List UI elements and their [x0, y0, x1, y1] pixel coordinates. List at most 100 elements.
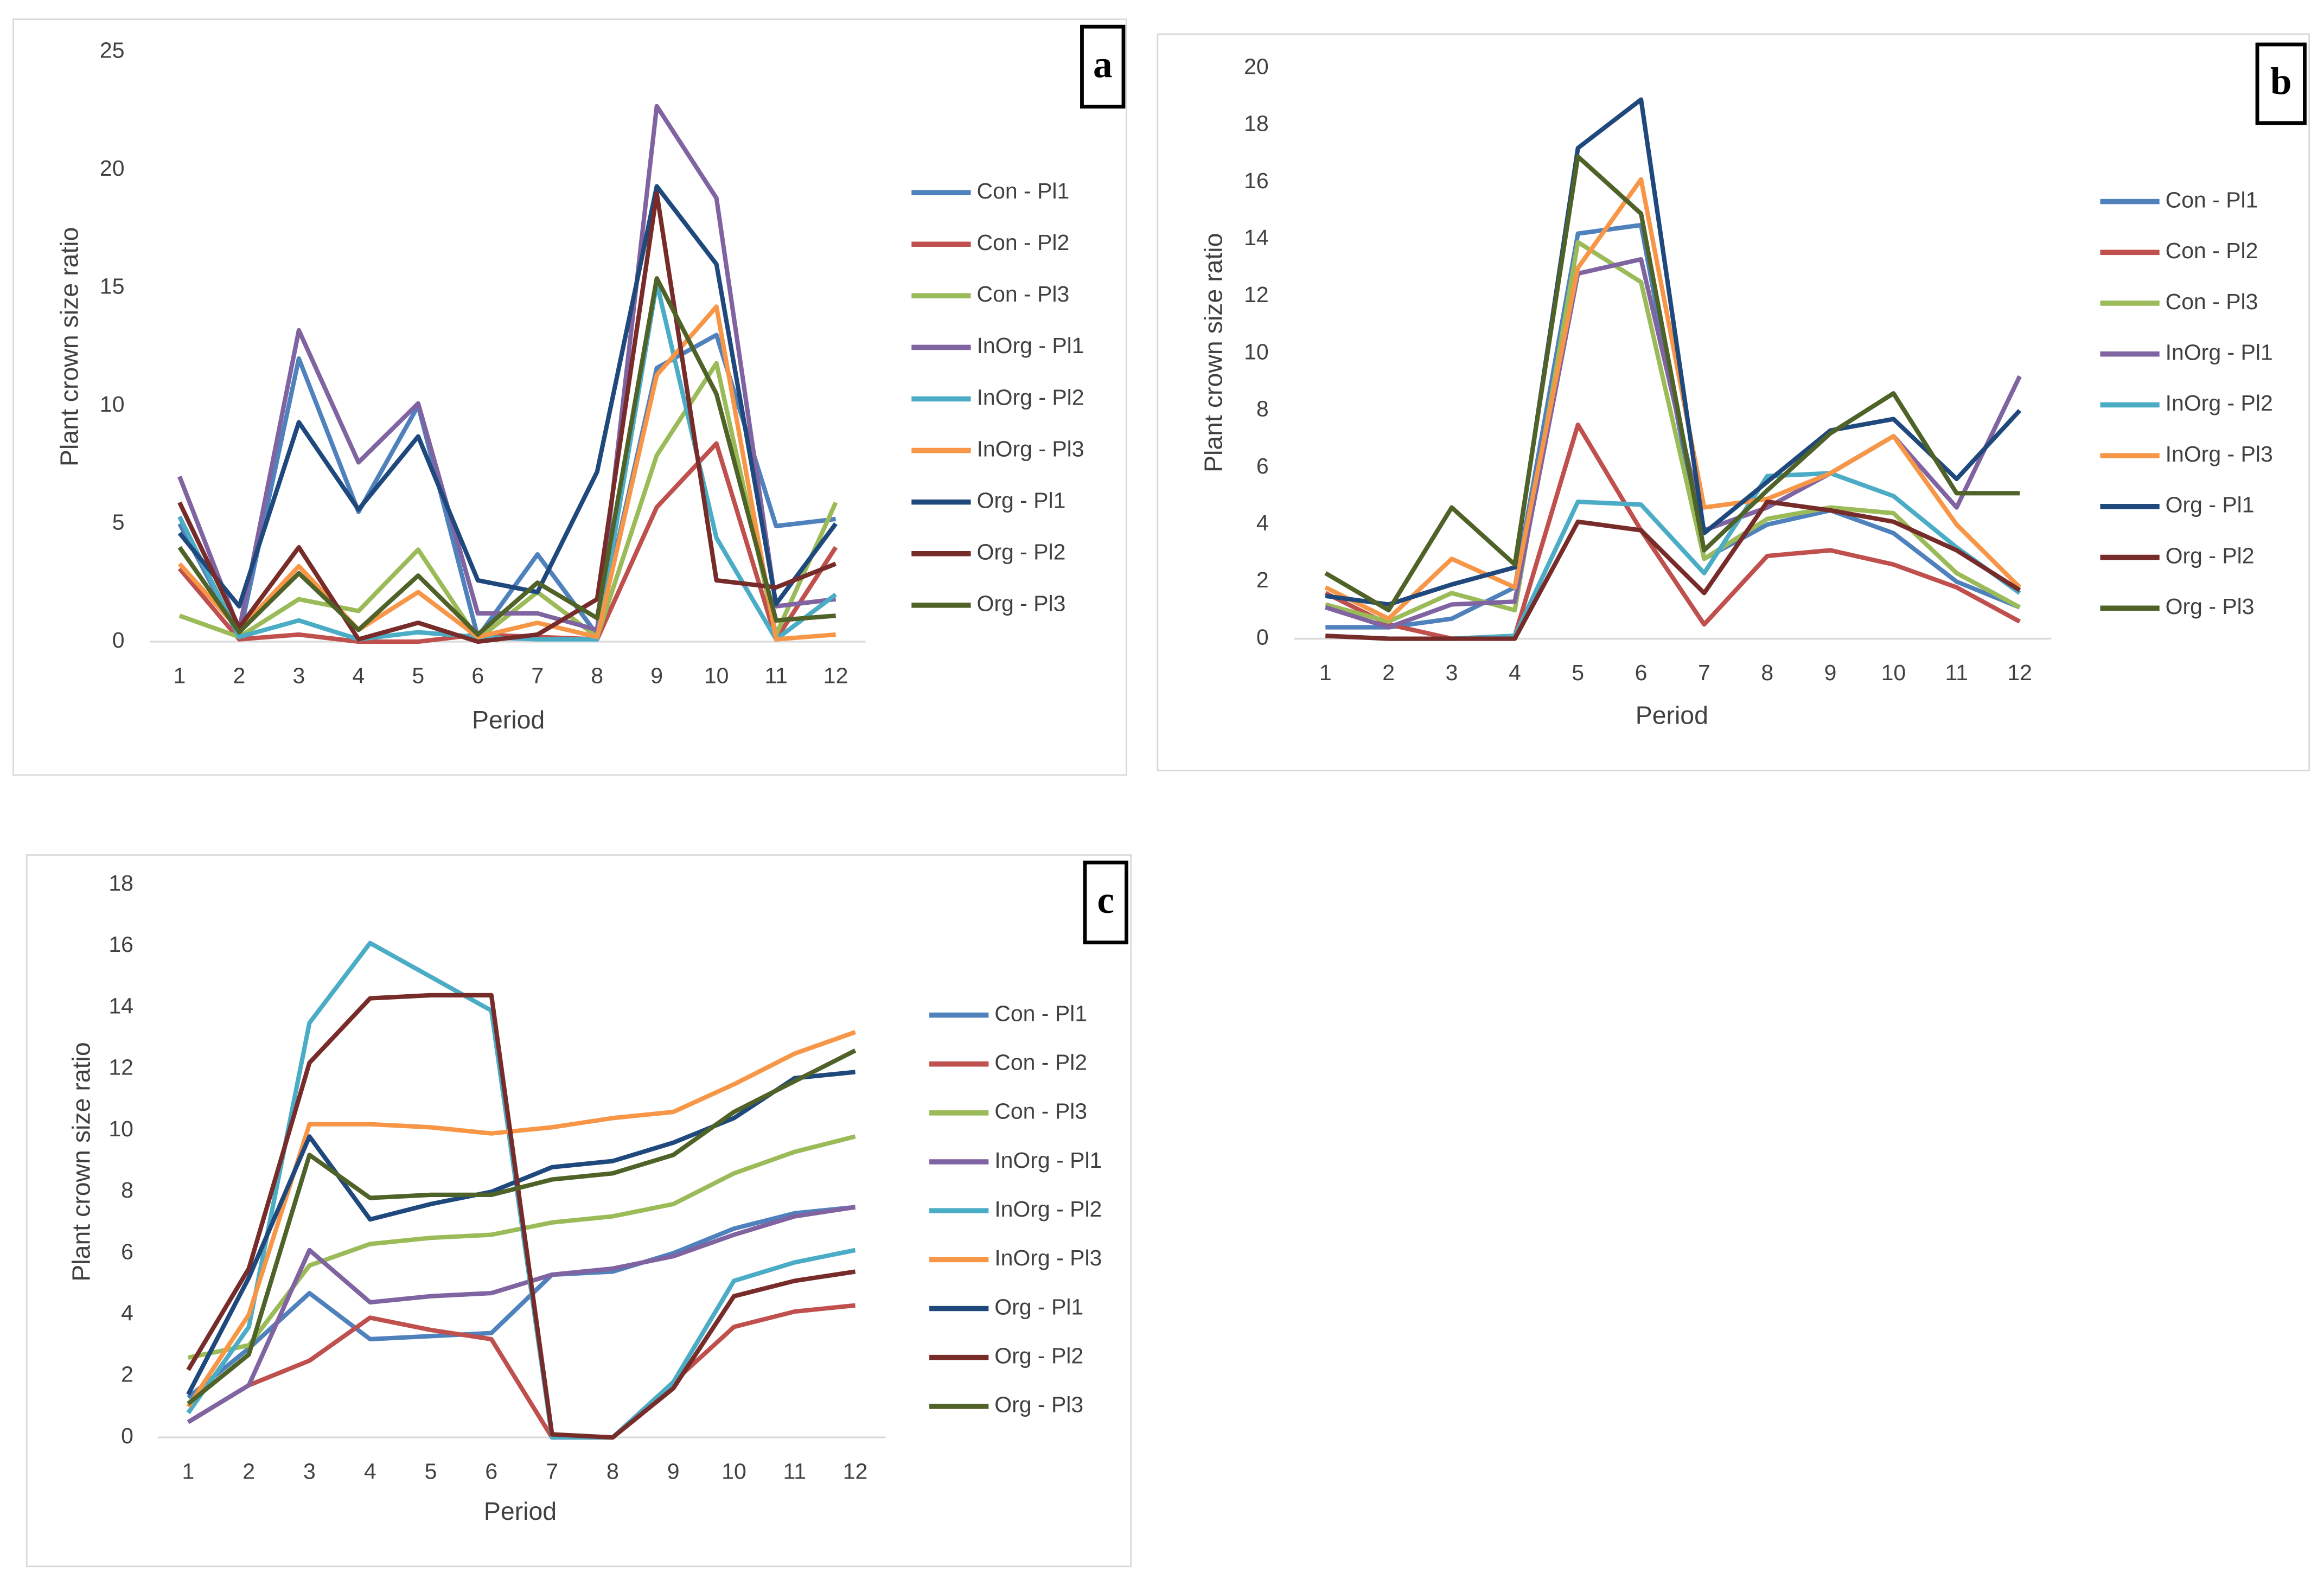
x-tick-label: 5: [1572, 660, 1584, 685]
legend-label: Con - Pl1: [2166, 187, 2258, 212]
y-tick-label: 8: [1256, 396, 1269, 421]
panel-label-box: [2255, 42, 2307, 125]
data-line: [187, 1048, 857, 1406]
x-axis-title: Period: [1636, 701, 1708, 730]
panel-label: a: [1093, 43, 1113, 86]
legend-label: Con - Pl3: [994, 1099, 1087, 1124]
x-tick-label: 9: [1824, 660, 1837, 685]
data-line: [177, 276, 836, 637]
panel-label: b: [2270, 60, 2291, 103]
x-tick-label: 9: [650, 663, 663, 688]
data-line: [177, 441, 838, 644]
x-tick-label: 12: [2007, 660, 2032, 685]
legend-label: Org - Pl1: [2166, 492, 2255, 517]
panel-label-box: [1083, 860, 1128, 945]
y-tick-label: 0: [1256, 624, 1269, 649]
legend-label: InOrg - Pl3: [976, 436, 1084, 461]
y-tick-label: 25: [100, 37, 125, 62]
data-line: [186, 993, 856, 1440]
y-tick-label: 14: [108, 993, 133, 1018]
x-tick-label: 8: [591, 663, 603, 688]
y-tick-label: 6: [121, 1239, 133, 1264]
x-tick-label: 10: [722, 1459, 746, 1484]
x-tick-label: 11: [764, 663, 788, 688]
x-tick-label: 3: [303, 1459, 316, 1484]
y-tick-label: 0: [112, 628, 125, 653]
data-line: [177, 184, 838, 609]
x-tick-label: 9: [667, 1459, 680, 1484]
data-line: [1325, 500, 2021, 641]
x-tick-label: 1: [174, 663, 186, 688]
legend-label: Org - Pl3: [994, 1392, 1083, 1417]
y-tick-label: 20: [100, 156, 125, 181]
x-tick-label: 3: [1446, 660, 1458, 685]
x-tick-label: 6: [471, 663, 484, 688]
data-line: [187, 1303, 855, 1440]
y-tick-label: 12: [108, 1055, 133, 1080]
x-tick-label: 1: [182, 1459, 194, 1484]
y-tick-label: 10: [108, 1116, 133, 1141]
x-tick-label: 5: [412, 663, 424, 688]
x-tick-label: 12: [823, 663, 848, 688]
x-tick-label: 2: [233, 663, 246, 688]
legend-label: Org - Pl2: [2166, 543, 2255, 568]
data-line: [177, 104, 837, 632]
y-tick-label: 2: [121, 1362, 133, 1387]
y-tick-label: 16: [108, 932, 133, 957]
x-tick-label: 4: [1509, 660, 1521, 685]
y-axis-title: Plant crown size ratio: [67, 1042, 95, 1281]
x-tick-label: 5: [425, 1459, 437, 1484]
data-line: [1325, 240, 2021, 624]
x-axis-title: Period: [472, 706, 545, 734]
data-line: [178, 361, 838, 642]
x-tick-label: 7: [531, 663, 544, 688]
x-tick-label: 8: [606, 1459, 619, 1484]
y-tick-label: 14: [1244, 225, 1269, 250]
legend-label: Org - Pl1: [994, 1294, 1083, 1319]
x-tick-label: 8: [1761, 660, 1773, 685]
x-tick-label: 2: [1382, 660, 1395, 685]
data-line: [177, 304, 836, 642]
x-tick-label: 1: [1319, 660, 1332, 685]
y-tick-label: 8: [121, 1178, 133, 1202]
legend-label: InOrg - Pl3: [2166, 442, 2273, 466]
legend-label: Con - Pl2: [994, 1050, 1087, 1074]
legend-label: Con - Pl2: [976, 230, 1069, 255]
y-tick-label: 2: [1256, 567, 1269, 592]
y-tick-label: 12: [1244, 282, 1269, 307]
x-tick-label: 10: [1881, 660, 1906, 685]
y-axis-title: Plant crown size ratio: [55, 227, 83, 466]
legend-label: Con - Pl3: [976, 282, 1069, 306]
legend-label: Org - Pl1: [976, 488, 1065, 513]
x-tick-label: 11: [1945, 660, 1968, 685]
x-tick-label: 11: [783, 1459, 807, 1484]
legend-label: Con - Pl1: [976, 178, 1069, 203]
legend-label: InOrg - Pl1: [2166, 340, 2273, 365]
legend-label: InOrg - Pl2: [976, 385, 1084, 410]
legend-label: Org - Pl2: [994, 1343, 1083, 1368]
data-line: [177, 191, 837, 644]
legend-label: InOrg - Pl1: [976, 333, 1084, 358]
x-tick-label: 7: [546, 1459, 558, 1484]
y-tick-label: 10: [100, 392, 125, 417]
legend-label: InOrg - Pl1: [994, 1148, 1102, 1173]
y-tick-label: 20: [1244, 54, 1269, 79]
y-tick-label: 5: [112, 509, 125, 534]
legend-label: Con - Pl3: [2166, 289, 2258, 314]
legend-label: InOrg - Pl3: [994, 1245, 1102, 1270]
x-tick-label: 4: [352, 663, 365, 688]
x-tick-label: 3: [292, 663, 305, 688]
x-tick-label: 6: [485, 1459, 497, 1484]
legend-label: Con - Pl1: [994, 1001, 1087, 1026]
x-tick-label: 7: [1698, 660, 1710, 685]
y-tick-label: 16: [1244, 168, 1269, 193]
legend-label: Org - Pl2: [976, 540, 1065, 565]
legend-label: Org - Pl3: [976, 591, 1065, 616]
legend-label: InOrg - Pl2: [994, 1197, 1102, 1221]
x-tick-label: 10: [704, 663, 729, 688]
y-axis-title: Plant crown size ratio: [1199, 233, 1228, 472]
